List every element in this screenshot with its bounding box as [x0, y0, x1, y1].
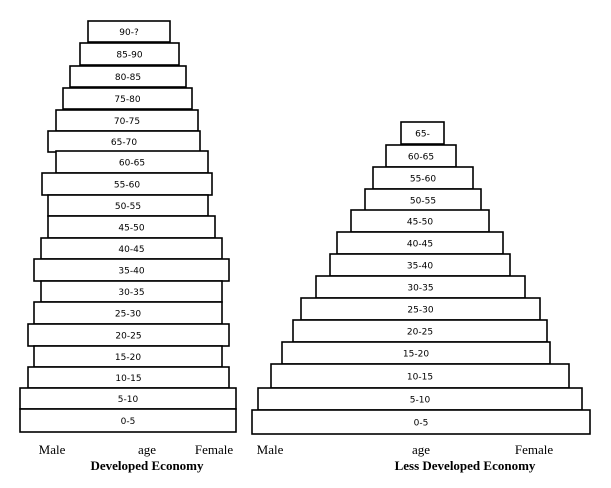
axis-label: age	[138, 442, 156, 457]
age-label: 0-5	[121, 417, 136, 427]
age-label: 5-10	[410, 396, 431, 406]
age-label: 55-60	[410, 175, 436, 185]
axis-label: Female	[515, 442, 553, 457]
age-label: 85-90	[116, 51, 142, 61]
age-label: 50-55	[410, 197, 436, 207]
pyramid-title: Less Developed Economy	[395, 458, 536, 473]
age-label: 35-40	[407, 262, 433, 272]
axis-label: age	[412, 442, 430, 457]
age-label: 15-20	[115, 353, 141, 363]
age-bar	[62, 87, 193, 110]
age-label: 55-60	[114, 181, 140, 191]
age-label: 65-	[415, 130, 430, 140]
age-label: 15-20	[403, 350, 429, 360]
age-label: 20-25	[115, 332, 141, 342]
age-bar	[87, 20, 171, 43]
age-bar	[400, 121, 445, 145]
age-label: 25-30	[407, 306, 433, 316]
age-bar	[79, 42, 180, 66]
age-label: 0-5	[414, 419, 429, 429]
age-label: 5-10	[118, 395, 139, 405]
age-label: 60-65	[119, 159, 145, 169]
age-label: 40-45	[407, 240, 433, 250]
axis-label: Male	[39, 442, 66, 457]
age-label: 65-70	[111, 138, 137, 148]
age-bar	[69, 65, 187, 88]
age-label: 40-45	[118, 245, 144, 255]
age-label: 60-65	[408, 153, 434, 163]
age-label: 80-85	[115, 73, 141, 83]
age-bar	[19, 408, 237, 433]
age-bar	[251, 409, 591, 435]
age-label: 20-25	[407, 328, 433, 338]
age-label: 45-50	[407, 218, 433, 228]
age-label: 50-55	[115, 202, 141, 212]
age-label: 70-75	[114, 117, 140, 127]
age-label: 35-40	[118, 267, 144, 277]
axis-label: Male	[257, 442, 284, 457]
age-label: 90-?	[119, 28, 139, 38]
age-label: 30-35	[407, 284, 433, 294]
age-label: 25-30	[115, 310, 141, 320]
axis-label: Female	[195, 442, 233, 457]
age-label: 30-35	[118, 288, 144, 298]
age-label: 75-80	[114, 95, 140, 105]
pyramid-title: Developed Economy	[90, 458, 204, 473]
age-label: 10-15	[407, 373, 433, 383]
age-label: 10-15	[115, 374, 141, 384]
age-label: 45-50	[118, 224, 144, 234]
age-bar	[270, 363, 570, 389]
